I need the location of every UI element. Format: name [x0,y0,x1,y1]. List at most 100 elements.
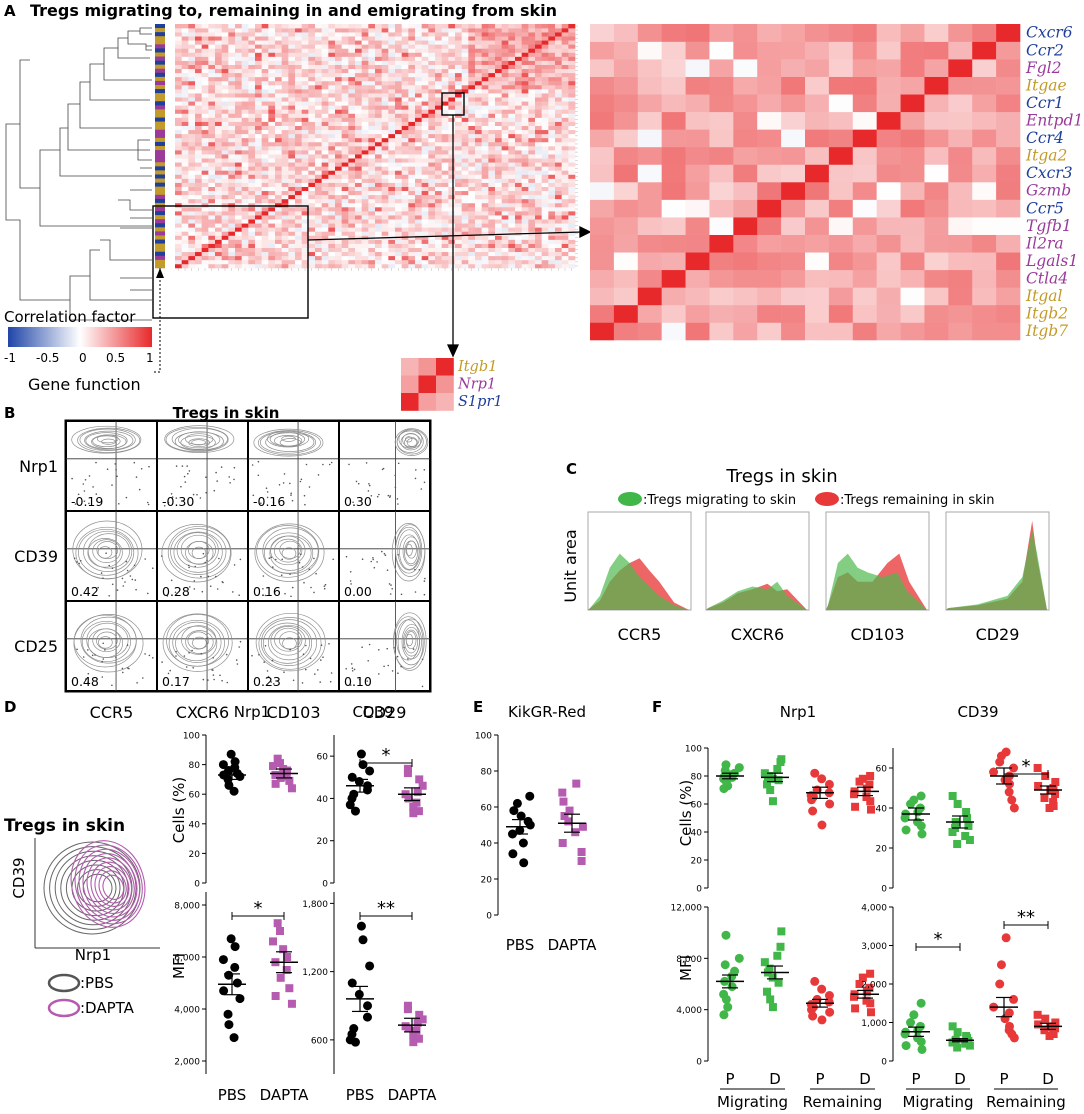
heatmap-cell [435,166,442,171]
heatmap-cell [435,89,442,94]
heatmap-cell [421,133,429,139]
heatmap-cell [441,32,449,37]
heatmap-cell [535,211,542,216]
heatmap-cell [328,28,336,33]
heatmap-cell [541,125,549,131]
outlier-dot [355,480,358,483]
heatmap-cell [435,28,442,33]
contour-line [185,433,214,445]
heatmap-cell [548,52,556,57]
heatmap-cell [468,129,476,135]
heatmap-cell [415,154,422,159]
heatmap-cell [328,105,336,110]
heatmap-cell [381,247,389,253]
zoom-heatmap-cell [733,59,758,77]
heatmap-cell [401,219,409,224]
heatmap-cell [535,182,542,187]
heatmap-cell [481,52,489,57]
data-point [276,973,285,982]
heatmap-cell [308,60,316,65]
heatmap-cell [268,211,276,216]
heatmap-cell [355,32,362,37]
zoom-heatmap-cell [900,287,925,306]
zoom-heatmap-cell [637,304,662,323]
heatmap-cell [495,113,502,118]
heatmap-cell [208,80,216,86]
heatmap-cell [555,211,562,216]
heatmap-cell [275,28,282,33]
heatmap-cell [295,52,302,57]
heatmap-cell [521,223,529,228]
outlier-dot [358,678,361,681]
heatmap-cell [255,162,262,167]
heatmap-cell [401,80,409,86]
zoom-heatmap-cell [590,269,615,288]
heatmap-cell [315,133,322,139]
heatmap-cell [195,40,202,45]
heatmap-cell [541,247,549,253]
heatmap-cell [281,76,289,82]
heatmap-cell [215,105,222,110]
heatmap-cell [428,36,436,41]
heatmap-cell [488,215,496,220]
heatmap-cell [275,219,282,224]
outlier-dot [116,475,118,478]
heatmap-cell [541,146,549,151]
heatmap-cell [355,207,362,212]
outlier-dot [290,492,293,495]
heatmap-cell [341,133,349,139]
heatmap-cell [268,60,276,65]
heatmap-cell [315,198,322,204]
heatmap-cell [341,154,349,159]
heatmap-cell [481,263,489,269]
heatmap-cell [288,141,296,147]
heatmap-cell [555,113,562,118]
heatmap-cell [468,150,476,155]
heatmap-cell [388,48,396,53]
heatmap-cell [441,117,449,122]
heatmap-cell [208,251,216,257]
heatmap-cell [281,93,289,98]
heatmap-cell [328,101,336,106]
zoom-heatmap-cell [709,199,734,218]
heatmap-cell [555,190,562,196]
heatmap-cell [241,219,249,224]
heatmap-cell [555,227,562,232]
heatmap-cell [561,101,569,106]
heatmap-cell [501,113,509,118]
outlier-dot [397,553,399,556]
heatmap-cell [528,80,536,86]
heatmap-cell [328,60,336,65]
heatmap-cell [235,259,242,265]
heatmap-cell [255,158,262,163]
heatmap-cell [195,97,202,102]
heatmap-cell [201,28,209,33]
outlier-dot [133,461,136,464]
heatmap-cell [441,251,449,257]
heatmap-cell [428,194,436,200]
heatmap-cell [208,97,216,102]
heatmap-cell [548,44,556,49]
heatmap-cell [535,223,542,228]
zoom-heatmap-cell [781,111,806,130]
outlier-dot [200,575,202,578]
heatmap-cell [175,227,182,232]
heatmap-cell [328,133,336,139]
heatmap-cell [488,133,496,139]
heatmap-cell [528,105,536,110]
heatmap-cell [395,24,402,29]
heatmap-cell [541,186,549,192]
heatmap-cell [528,259,536,265]
heatmap-cell [488,231,496,236]
heatmap-cell [188,129,196,135]
heatmap-cell [421,235,429,240]
heatmap-cell [348,263,356,269]
heatmap-cell [321,263,329,269]
heatmap-cell [281,141,289,147]
heatmap-cell [408,32,416,37]
heatmap-cell [181,235,189,240]
heatmap-cell [308,52,316,57]
heatmap-cell [495,109,502,114]
heatmap-cell [235,40,242,45]
heatmap-cell [255,137,262,143]
